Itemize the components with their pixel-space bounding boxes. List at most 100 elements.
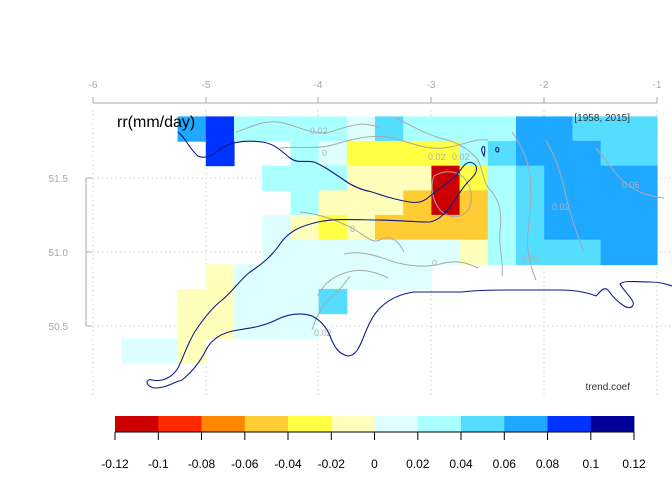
heatmap-cell [459,140,489,167]
heatmap-cell [346,140,376,167]
heatmap-cell [346,165,376,191]
heatmap-cell [234,116,263,142]
coastline-south-coast [595,280,672,309]
map-title: rr(mm/day) [117,114,195,131]
contour-label: 0 [322,148,327,158]
heatmap-cell [544,116,573,142]
heatmap-cell [459,239,489,265]
coastline-islet [495,146,500,153]
contour-line [511,131,537,281]
heatmap-cell [403,264,432,290]
heatmap-cell [234,264,263,290]
heatmap-cell [431,140,461,167]
heatmap-cell [318,165,348,191]
heatmap-cell [177,313,207,339]
heatmap-cell [628,116,658,142]
contour-label: 0 [350,224,355,234]
heatmap-cell [318,116,348,142]
contour-line [394,117,503,277]
heatmap-cell [375,165,404,191]
heatmap-cells [121,116,658,364]
lat-tick-label: 51.5 [49,174,69,185]
top-axis: -6 -5 -4 -3 -2 -1 [89,80,662,104]
contour-label: 0.06 [622,180,640,190]
heatmap-cell [346,190,376,216]
heatmap-cell [290,239,320,265]
heatmap-cell [121,338,150,364]
contour-label: 0.02 [552,202,570,212]
heatmap-cell [572,239,602,265]
heatmap-cell [262,116,291,142]
heatmap-cell [487,165,517,191]
heatmap-cell [516,140,545,167]
heatmap-cell [572,116,602,142]
heatmap-cell [572,140,602,167]
lat-tick-label: 50.5 [49,322,69,333]
contour-line [343,252,479,269]
heatmap-cell [516,214,545,241]
colorbar-label: -0.02 [318,457,346,471]
heatmap-cell [205,140,235,167]
heatmap-cell [177,116,207,142]
heatmap-cell [375,264,404,290]
left-axis: 51.5 51.0 50.5 [49,174,92,333]
colorbar-label: 0.06 [493,457,517,471]
heatmap-cell [431,165,461,191]
colorbar-label: 0.08 [536,457,560,471]
contour-label: 0.02 [428,152,446,162]
colorbar-swatch-navy [590,416,635,432]
colorbar-label: 0.1 [582,457,599,471]
heatmap-cell [487,116,517,142]
heatmap-cell [262,239,291,265]
heatmap-cell [431,214,461,241]
heatmap-cell [262,313,291,339]
period-label: [1958, 2015] [574,113,630,124]
lon-tick-label: -1 [653,80,662,91]
heatmap-cell [318,214,348,241]
heatmap-cell [262,288,291,315]
heatmap-cell [403,190,432,216]
heatmap-cell [205,313,235,339]
heatmap-cell [262,264,291,290]
heatmap-cell [375,140,404,167]
lon-tick-label: -2 [540,80,549,91]
colorbar-swatch-red [158,416,202,432]
colorbar-label: 0.12 [622,457,646,471]
heatmap-cell [487,140,517,167]
coastline-island [481,145,486,158]
colorbar-swatch-blue [504,416,548,432]
heatmap-cell [459,116,489,142]
colorbar-label: -0.04 [274,457,302,471]
lat-tick-label: 51.0 [49,248,69,259]
colorbar-swatch-orange [201,416,246,432]
heatmap-cell [403,239,432,265]
heatmap-cell [346,264,376,290]
heatmap-cell [375,214,404,241]
colorbar-swatch-strong-blue [547,416,592,432]
colorbar-swatch-light-orange [244,416,289,432]
heatmap-cell [600,239,630,265]
colorbar-swatch-yellow [288,416,332,432]
heatmap-cell [600,190,630,216]
contour-label: 0.02 [314,328,332,338]
coastline-severn-estuary [146,161,478,389]
heatmap-cell [375,239,404,265]
heatmap-cell [600,214,630,241]
heatmap-cell [628,165,658,191]
heatmap-cell [572,214,602,241]
heatmap-cell [403,214,432,241]
contour-line [299,211,405,253]
heatmap-cell [431,116,461,142]
heatmap-cell [318,190,348,216]
heatmap-cell [431,239,461,265]
coastline-south-west [181,289,597,381]
heatmap-cell [234,288,263,315]
heatmap-cell [487,190,517,216]
lon-tick-label: -5 [202,80,211,91]
contour-label: 0.02 [310,126,328,136]
heatmap-cell [290,288,320,315]
colorbar-label: 0.02 [406,457,430,471]
coastline [146,131,672,389]
contour-line [317,269,389,297]
